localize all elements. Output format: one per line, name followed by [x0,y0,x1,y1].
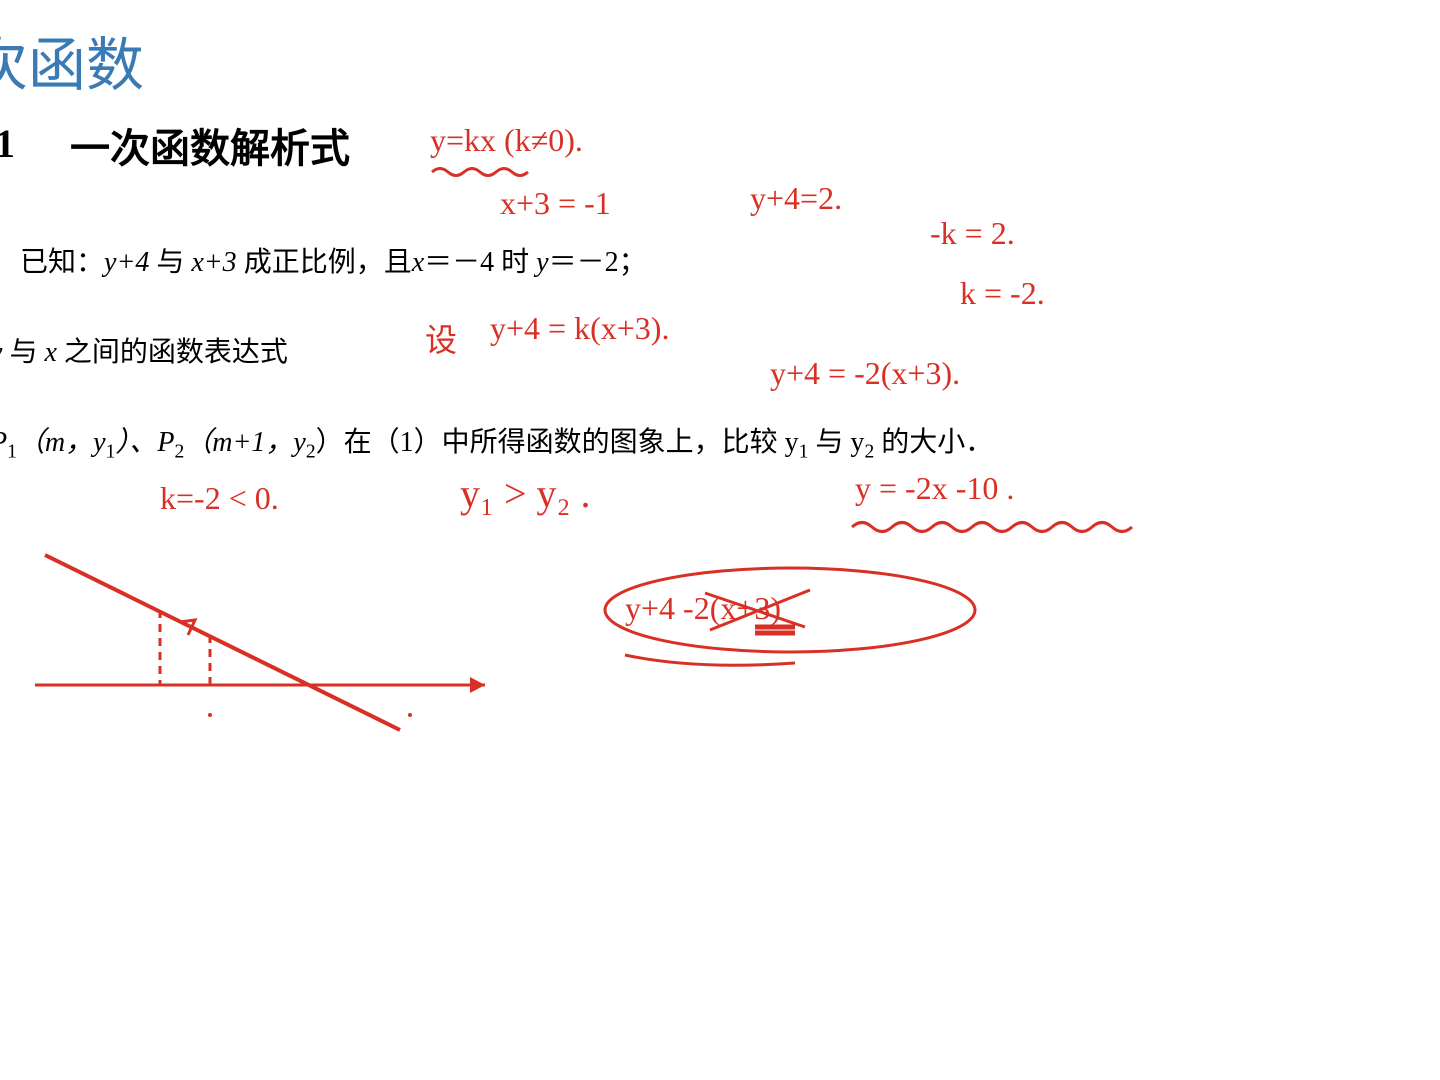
expr-x3: x+3 [191,247,236,278]
section-title: 一次函数解析式 [70,116,350,174]
var-y: y [536,247,548,278]
text: 已知： [20,247,104,278]
text: 与 [149,247,191,278]
anno-set: 设 [425,315,457,361]
and: 与 y [808,427,864,458]
end: 的大小． [874,427,993,458]
page-title: 次函数 [0,18,144,102]
wavy-underline-icon [430,165,540,179]
anno-negk-2: -k = 2. [930,215,1015,252]
anno-circled-expr: y+4 -2(x+3) [625,590,781,627]
anno-k-neg2: k = -2. [960,275,1045,312]
var-x: x [44,337,56,368]
anno-k-lt-0: k=-2 < 0. [160,480,279,517]
text: 与 [2,337,44,368]
text: 之间的函数表达式 [57,337,288,368]
anno-x3-neg1: x+3 = -1 [500,185,611,222]
expr-y4: y+4 [104,247,149,278]
text: ＝－2； [549,247,647,278]
anno-y4-neg2x3: y+4 = -2(x+3). [770,355,960,392]
anno-y4-2: y+4=2. [750,180,842,217]
problem-line-1: 已知：y+4 与 x+3 成正比例，且x＝－4 时 y＝－2； [20,240,647,280]
problem-line-3: P1（m，y1）、P2（m+1，y2）在（1）中所得函数的图象上，比较 y1 与… [0,420,993,464]
anno-y4-kx3: y+4 = k(x+3). [490,310,669,347]
anno-y-neg2x-10: y = -2x -10 . [855,470,1014,507]
sep: ）、P [115,427,174,458]
text: ＝－4 时 [424,247,536,278]
m-y1: （m，y [17,427,106,458]
text: 成正比例，且 [237,247,412,278]
mid: ）在（1）中所得函数的图象上，比较 y [316,427,799,458]
wavy-underline-2-icon [850,518,1150,536]
var-x: x [412,247,424,278]
anno-y1-gt-y2: y₁ > y₂ . [460,470,590,517]
graph-sketch-icon [30,540,510,740]
anno-y-eq-kx: y=kx (k≠0). [430,122,583,159]
section-number: 1 [0,120,15,167]
problem-line-2: y 与 x 之间的函数表达式 [0,330,288,370]
m1-y2: （m+1，y [184,427,306,458]
